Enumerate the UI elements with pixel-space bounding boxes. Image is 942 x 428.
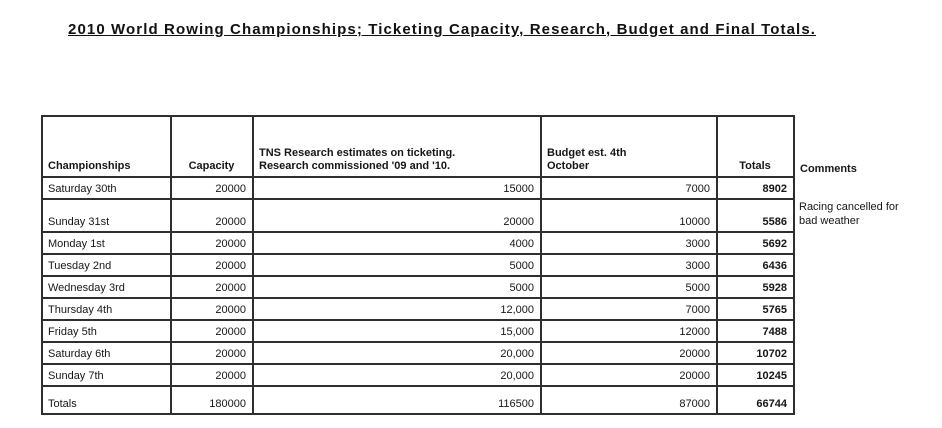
- cell-capacity: 20000: [170, 275, 254, 299]
- table-row: Thursday 4th 20000 12,000 7000 5765: [41, 297, 795, 321]
- cell-total: 5928: [716, 275, 795, 299]
- cell-capacity: 20000: [170, 231, 254, 255]
- ticketing-table: Championships Capacity TNS Research esti…: [41, 115, 795, 415]
- page-title: 2010 World Rowing Championships; Ticketi…: [68, 21, 817, 38]
- header-row: Championships Capacity TNS Research esti…: [41, 115, 795, 178]
- cell-capacity: 20000: [170, 297, 254, 321]
- cell-research: 20,000: [252, 363, 542, 387]
- cell-day: Wednesday 3rd: [41, 275, 172, 299]
- cell-capacity: 20000: [170, 176, 254, 200]
- table-row: Monday 1st 20000 4000 3000 5692: [41, 231, 795, 255]
- table-row: Sunday 31st 20000 20000 10000 5586: [41, 198, 795, 233]
- comment-note: Racing cancelled for bad weather: [799, 201, 899, 227]
- cell-research: 20,000: [252, 341, 542, 365]
- comments-column-header: Comments: [800, 163, 857, 175]
- cell-budget: 7000: [540, 297, 718, 321]
- cell-research: 12,000: [252, 297, 542, 321]
- cell-day: Monday 1st: [41, 231, 172, 255]
- cell-day: Thursday 4th: [41, 297, 172, 321]
- cell-capacity: 20000: [170, 253, 254, 277]
- table-row: Tuesday 2nd 20000 5000 3000 6436: [41, 253, 795, 277]
- cell-total: 10702: [716, 341, 795, 365]
- cell-budget: 3000: [540, 231, 718, 255]
- cell-research: 15000: [252, 176, 542, 200]
- cell-research: 4000: [252, 231, 542, 255]
- cell-budget: 5000: [540, 275, 718, 299]
- header-totals: Totals: [716, 115, 795, 178]
- totals-row: Totals 180000 116500 87000 66744: [41, 385, 795, 415]
- cell-total: 5586: [716, 198, 795, 233]
- cell-capacity: 20000: [170, 319, 254, 343]
- cell-capacity: 20000: [170, 198, 254, 233]
- cell-research: 15,000: [252, 319, 542, 343]
- totals-total: 66744: [716, 385, 795, 415]
- cell-total: 7488: [716, 319, 795, 343]
- cell-total: 10245: [716, 363, 795, 387]
- cell-budget: 10000: [540, 198, 718, 233]
- totals-label: Totals: [41, 385, 172, 415]
- header-budget: Budget est. 4th October: [540, 115, 718, 178]
- cell-budget: 12000: [540, 319, 718, 343]
- cell-research: 5000: [252, 253, 542, 277]
- table-row: Saturday 30th 20000 15000 7000 8902: [41, 176, 795, 200]
- cell-day: Tuesday 2nd: [41, 253, 172, 277]
- cell-day: Sunday 7th: [41, 363, 172, 387]
- cell-total: 8902: [716, 176, 795, 200]
- totals-capacity: 180000: [170, 385, 254, 415]
- cell-capacity: 20000: [170, 341, 254, 365]
- cell-research: 20000: [252, 198, 542, 233]
- table-row: Saturday 6th 20000 20,000 20000 10702: [41, 341, 795, 365]
- cell-day: Friday 5th: [41, 319, 172, 343]
- cell-total: 6436: [716, 253, 795, 277]
- cell-total: 5692: [716, 231, 795, 255]
- table-row: Wednesday 3rd 20000 5000 5000 5928: [41, 275, 795, 299]
- table-row: Friday 5th 20000 15,000 12000 7488: [41, 319, 795, 343]
- cell-day: Sunday 31st: [41, 198, 172, 233]
- cell-research: 5000: [252, 275, 542, 299]
- header-capacity: Capacity: [170, 115, 254, 178]
- table-row: Sunday 7th 20000 20,000 20000 10245: [41, 363, 795, 387]
- cell-budget: 3000: [540, 253, 718, 277]
- cell-day: Saturday 30th: [41, 176, 172, 200]
- header-championships: Championships: [41, 115, 172, 178]
- totals-research: 116500: [252, 385, 542, 415]
- cell-day: Saturday 6th: [41, 341, 172, 365]
- cell-budget: 7000: [540, 176, 718, 200]
- totals-budget: 87000: [540, 385, 718, 415]
- cell-budget: 20000: [540, 363, 718, 387]
- cell-capacity: 20000: [170, 363, 254, 387]
- cell-total: 5765: [716, 297, 795, 321]
- cell-budget: 20000: [540, 341, 718, 365]
- header-research: TNS Research estimates on ticketing. Res…: [252, 115, 542, 178]
